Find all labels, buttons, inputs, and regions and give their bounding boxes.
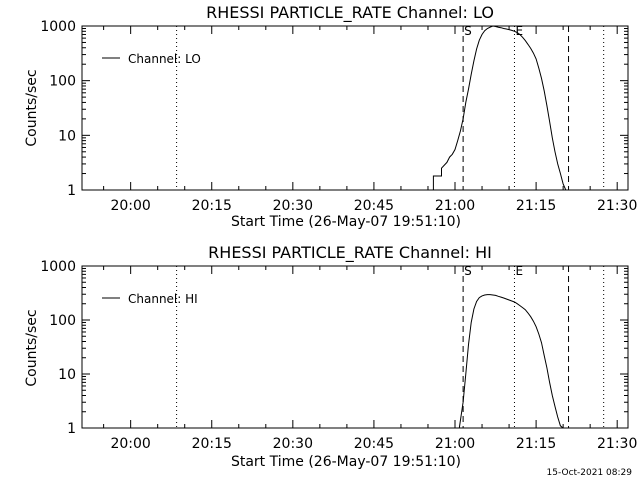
legend-label: Channel: HI: [128, 292, 198, 306]
flare-end-marker: E: [515, 264, 523, 278]
x-axis-label: Start Time (26-May-07 19:51:10): [231, 214, 461, 230]
plot-frame: [81, 25, 629, 191]
x-tick-label: 21:15: [516, 436, 556, 452]
y-axis-label: Counts/sec: [24, 309, 40, 386]
plot-frame: [81, 265, 629, 429]
y-tick-label: 10: [58, 367, 76, 383]
x-tick-label: 20:45: [354, 198, 394, 214]
x-tick-label: 21:30: [597, 198, 637, 214]
y-tick-label: 100: [49, 313, 76, 329]
y-tick-label: 1000: [40, 19, 76, 35]
x-tick-label: 20:30: [273, 436, 313, 452]
x-tick-label: 20:15: [192, 436, 232, 452]
flare-end-marker: E: [515, 24, 523, 38]
y-tick-label: 100: [49, 74, 76, 90]
y-tick-label: 10: [58, 128, 76, 144]
y-tick-label: 1: [67, 183, 76, 199]
x-tick-label: 20:15: [192, 198, 232, 214]
series-line: [432, 25, 567, 191]
x-tick-label: 21:30: [597, 436, 637, 452]
timestamp-stamp: 15-Oct-2021 08:29: [546, 468, 632, 478]
y-tick-label: 1: [67, 421, 76, 437]
x-tick-label: 20:00: [110, 436, 150, 452]
x-axis-label: Start Time (26-May-07 19:51:10): [231, 454, 461, 470]
x-tick-label: 20:00: [110, 198, 150, 214]
particle-rate-panel-hi: RHESSI PARTICLE_RATE Channel: HI Counts/…: [24, 243, 637, 470]
legend-label: Channel: LO: [128, 52, 201, 66]
y-axis-label: Counts/sec: [24, 69, 40, 146]
x-tick-label: 21:00: [435, 436, 475, 452]
flare-start-marker: S: [464, 24, 472, 38]
chart-title: RHESSI PARTICLE_RATE Channel: HI: [208, 243, 492, 263]
x-tick-label: 21:15: [516, 198, 556, 214]
series-line: [458, 294, 564, 429]
chart-title: RHESSI PARTICLE_RATE Channel: LO: [206, 3, 494, 23]
x-tick-label: 20:30: [273, 198, 313, 214]
x-tick-label: 20:45: [354, 436, 394, 452]
particle-rate-panel-lo: RHESSI PARTICLE_RATE Channel: LO Counts/…: [24, 3, 637, 230]
x-tick-label: 21:00: [435, 198, 475, 214]
flare-start-marker: S: [464, 264, 472, 278]
y-tick-label: 1000: [40, 259, 76, 275]
